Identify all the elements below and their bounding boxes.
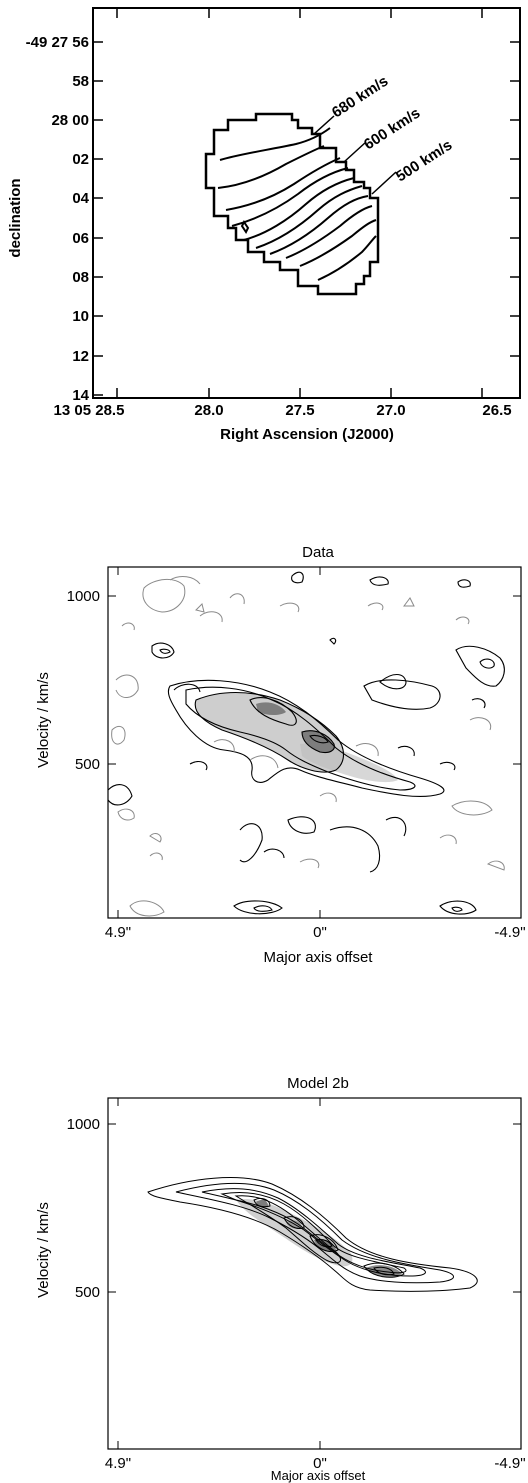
panel3-xlabel: Major axis offset [271, 1468, 366, 1483]
panel1-ytick: 10 [72, 308, 89, 325]
panel3-xtick: 0" [313, 1455, 327, 1472]
panel2-shading [195, 692, 398, 783]
panel1-xtick: 27.5 [285, 402, 314, 419]
isovelocity-contours [217, 127, 377, 281]
panel1-xlabel: Right Ascension (J2000) [220, 426, 394, 443]
panel2-ticks [108, 567, 522, 918]
panel3-frame [107, 1097, 522, 1450]
panel2-frame [107, 566, 522, 919]
panel1-xtick: 27.0 [376, 402, 405, 419]
panel2-xtick: 0" [313, 924, 327, 941]
panel2-ylabel: Velocity / km/s [35, 672, 52, 768]
galaxy-outline [204, 112, 380, 296]
panel1-ytick: 08 [72, 269, 89, 286]
panel3-ylabel: Velocity / km/s [35, 1202, 52, 1298]
panel1-frame [92, 7, 521, 399]
panel3-xtick: 4.9" [105, 1455, 131, 1472]
panel2-xtick: -4.9" [494, 924, 525, 941]
annotation-680: 680 km/s [329, 73, 391, 122]
velocity-field-panel: -49 27 56 58 28 00 02 04 06 08 10 12 14 … [7, 7, 521, 443]
panel3-ticks [108, 1098, 522, 1449]
panel2-xlabel: Major axis offset [264, 949, 374, 966]
panel1-ytick: 58 [72, 73, 89, 90]
panel2-title: Data [302, 544, 334, 561]
panel1-ylabel: declination [7, 178, 24, 257]
annotation-leaders [313, 115, 397, 195]
panel1-ytick: 04 [72, 190, 89, 207]
panel3-ytick: 500 [75, 1284, 100, 1301]
panel3-title: Model 2b [287, 1075, 349, 1092]
panel2-grey-contours [111, 576, 505, 917]
panel2-ytick: 500 [75, 756, 100, 773]
annotation-500: 500 km/s [393, 137, 455, 186]
panel3-contours [147, 1177, 478, 1292]
annotation-600: 600 km/s [361, 105, 423, 154]
panel1-ytick: 28 00 [51, 112, 89, 129]
panel1-ytick: -49 27 56 [26, 34, 89, 51]
panel1-xtick: 28.0 [194, 402, 223, 419]
panel1-ytick: 12 [72, 348, 89, 365]
panel1-ytick: 02 [72, 151, 89, 168]
panel2-xtick: 4.9" [105, 924, 131, 941]
panel1-y-ticks [93, 41, 520, 396]
panel2-ytick: 1000 [67, 588, 100, 605]
panel1-ytick: 06 [72, 230, 89, 247]
panel1-xtick: 26.5 [482, 402, 511, 419]
panel1-xtick: 13 05 28.5 [54, 402, 125, 419]
model-pv-panel: Model 2b [35, 1075, 526, 1483]
panel1-x-ticks [116, 8, 483, 398]
panel3-ytick: 1000 [67, 1116, 100, 1133]
panel1-ytick: 14 [72, 387, 89, 404]
panel2-black-contours [107, 571, 505, 915]
panel3-xtick: -4.9" [494, 1455, 525, 1472]
data-pv-panel: Data [35, 544, 526, 966]
